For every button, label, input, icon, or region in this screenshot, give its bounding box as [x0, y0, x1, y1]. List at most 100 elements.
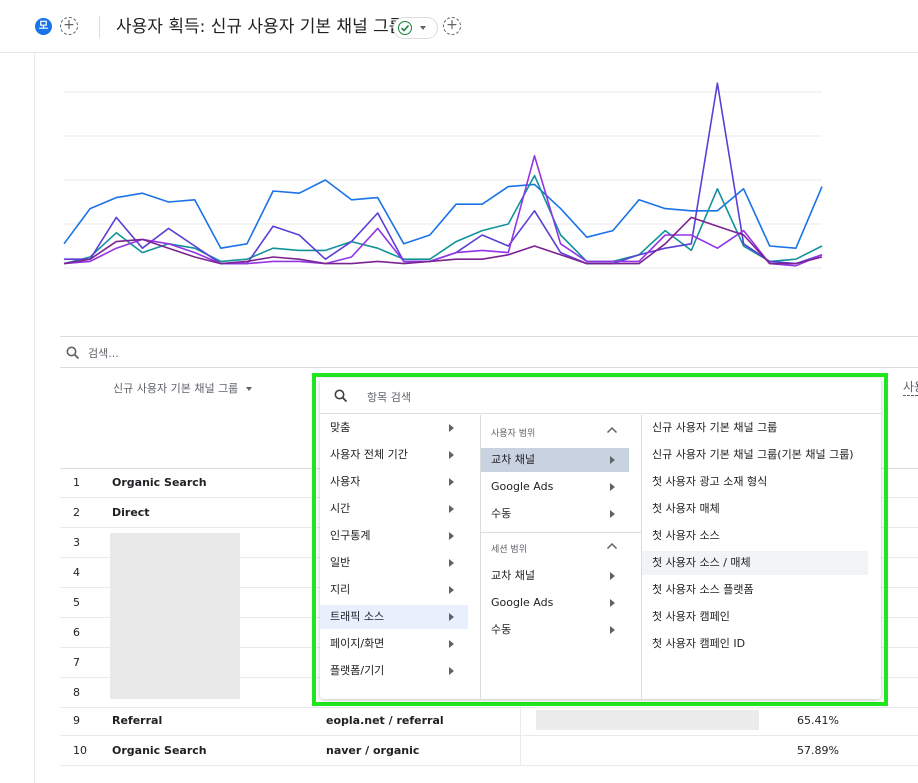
row-number: 9 [73, 714, 80, 727]
channel-cell[interactable]: Organic Search [112, 744, 207, 757]
dimension-option[interactable]: 첫 사용자 캠페인 [642, 605, 868, 629]
chevron-up-icon[interactable] [606, 426, 618, 434]
row-number: 8 [73, 686, 80, 699]
category-label: 인구통계 [330, 529, 371, 542]
scope-item[interactable]: 수동 [481, 502, 629, 526]
category-item[interactable]: 사용자 [320, 470, 468, 494]
category-label: 플랫폼/기기 [330, 664, 385, 677]
category-label: 지리 [330, 583, 351, 596]
caret-down-icon [246, 387, 253, 391]
table-row[interactable]: 10 Organic Search naver / organic 57.89% [60, 736, 918, 766]
row-number: 7 [73, 656, 80, 669]
chart-series-line [63, 216, 823, 265]
dimension-search-input[interactable]: 항목 검색 [367, 391, 411, 404]
percentage-cell: 65.41% [797, 714, 839, 727]
redacted-cell [536, 710, 759, 730]
table-row[interactable]: 9 Referral eopla.net / referral 65.41% [60, 706, 918, 736]
source-medium-cell[interactable]: naver / organic [326, 744, 420, 757]
category-item[interactable]: 시간 [320, 497, 468, 521]
dimension-option[interactable]: 첫 사용자 캠페인 ID [642, 632, 868, 656]
row-number: 1 [73, 476, 80, 489]
search-icon [334, 389, 348, 403]
scope-item[interactable]: Google Ads [481, 591, 629, 615]
table-search-input[interactable]: 검색... [88, 347, 119, 360]
scope-item[interactable]: 교차 채널 [481, 564, 629, 588]
dimension-option[interactable]: 첫 사용자 광고 소재 형식 [642, 470, 868, 494]
comparison-badge[interactable]: 모 [35, 18, 52, 35]
category-label: 맞춤 [330, 421, 351, 434]
scope-item[interactable]: Google Ads [481, 475, 629, 499]
category-item[interactable]: 일반 [320, 551, 468, 575]
category-item[interactable]: 맞춤 [320, 416, 468, 440]
category-label: 사용자 전체 기간 [330, 448, 408, 461]
scope-label: Google Ads [491, 596, 554, 609]
category-item[interactable]: 플랫폼/기기 [320, 659, 468, 683]
metric-header-cut[interactable]: 사용 [903, 378, 918, 396]
category-item[interactable]: 페이지/화면 [320, 632, 468, 656]
scope-divider [481, 532, 642, 533]
row-number: 3 [73, 536, 80, 549]
chevron-right-icon [449, 424, 454, 432]
table-search-bar[interactable]: 검색... [60, 338, 918, 368]
dimension-label: 첫 사용자 소스 플랫폼 [652, 583, 754, 596]
dimension-option-hovered[interactable]: 첫 사용자 소스 / 매체 [642, 551, 868, 575]
chevron-right-icon [610, 626, 615, 634]
user-scope-header: 사용자 범위 [491, 429, 536, 439]
percentage-cell: 57.89% [797, 744, 839, 757]
chevron-up-icon[interactable] [606, 542, 618, 550]
dimension-option[interactable]: 첫 사용자 소스 플랫폼 [642, 578, 868, 602]
row-number: 4 [73, 566, 80, 579]
dimension-label: 첫 사용자 캠페인 [652, 610, 730, 623]
chevron-right-icon [610, 483, 615, 491]
category-item[interactable]: 인구통계 [320, 524, 468, 548]
column-divider [520, 706, 521, 736]
line-chart [63, 82, 823, 269]
chevron-right-icon [449, 532, 454, 540]
dimension-header-select[interactable]: 신규 사용자 기본 채널 그룹 [113, 380, 253, 396]
report-header: 모 + 사용자 획득: 신규 사용자 기본 채널 그룹 + [0, 0, 918, 53]
chevron-right-icon [449, 559, 454, 567]
dimension-search-bar[interactable]: 항목 검색 [320, 378, 881, 414]
dimension-label: 첫 사용자 캠페인 ID [652, 637, 746, 650]
chevron-right-icon [610, 599, 615, 607]
channel-cell[interactable]: Referral [112, 714, 163, 727]
category-item-selected[interactable]: 트래픽 소스 [320, 605, 468, 629]
table-row[interactable]: 8 [60, 678, 918, 708]
scope-label: Google Ads [491, 480, 554, 493]
source-medium-cell[interactable]: eopla.net / referral [326, 714, 444, 727]
dimension-option[interactable]: 첫 사용자 소스 [642, 524, 868, 548]
dimension-option[interactable]: 신규 사용자 기본 채널 그룹 [642, 416, 868, 440]
dimension-label: 첫 사용자 소스 [652, 529, 720, 542]
scope-label: 수동 [491, 507, 512, 520]
channel-cell[interactable]: Direct [112, 506, 150, 519]
dimension-option[interactable]: 신규 사용자 기본 채널 그룹(기본 채널 그룹) [642, 443, 868, 467]
chevron-right-icon [449, 505, 454, 513]
row-number: 5 [73, 596, 80, 609]
column-divider [520, 736, 521, 766]
chevron-right-icon [610, 572, 615, 580]
chevron-right-icon [449, 613, 454, 621]
status-dropdown-button[interactable] [393, 17, 438, 39]
dimension-label: 신규 사용자 기본 채널 그룹 [652, 421, 778, 434]
dimension-picker-menu: 항목 검색 맞춤 사용자 전체 기간 사용자 시간 인구통계 일반 지리 트래픽… [320, 378, 881, 699]
chevron-right-icon [449, 640, 454, 648]
category-item[interactable]: 지리 [320, 578, 468, 602]
dimension-option[interactable]: 첫 사용자 매체 [642, 497, 868, 521]
add-comparison-icon[interactable]: + [60, 17, 78, 35]
scope-item-selected[interactable]: 교차 채널 [481, 448, 629, 472]
channel-cell[interactable]: Organic Search [112, 476, 207, 489]
caret-down-icon [420, 26, 426, 30]
add-filter-icon[interactable]: + [443, 17, 461, 35]
chart-series-line [63, 179, 823, 249]
category-item[interactable]: 사용자 전체 기간 [320, 443, 468, 467]
scope-label: 교차 채널 [491, 453, 535, 466]
scope-item[interactable]: 수동 [481, 618, 629, 642]
check-circle-icon [398, 21, 412, 35]
chart-divider [60, 336, 918, 337]
dimension-label: 첫 사용자 소스 / 매체 [652, 556, 751, 569]
redacted-block [110, 533, 240, 699]
chevron-right-icon [449, 451, 454, 459]
category-label: 페이지/화면 [330, 637, 385, 650]
scope-column: 사용자 범위 교차 채널 Google Ads 수동 세션 범위 교차 채널 G… [481, 415, 642, 699]
category-column: 맞춤 사용자 전체 기간 사용자 시간 인구통계 일반 지리 트래픽 소스 페이… [320, 415, 481, 699]
